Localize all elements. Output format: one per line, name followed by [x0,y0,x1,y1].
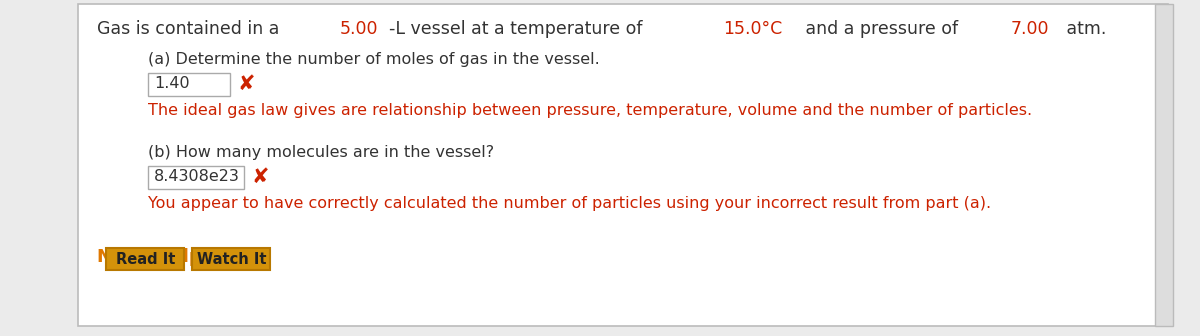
Text: Read It: Read It [115,252,175,266]
Text: and a pressure of: and a pressure of [799,20,964,38]
Text: 7.00: 7.00 [1010,20,1049,38]
FancyBboxPatch shape [1154,4,1174,326]
Text: -L vessel at a temperature of: -L vessel at a temperature of [389,20,648,38]
Text: ✘: ✘ [238,74,254,94]
FancyBboxPatch shape [107,248,185,270]
Text: You appear to have correctly calculated the number of particles using your incor: You appear to have correctly calculated … [148,196,991,211]
FancyBboxPatch shape [192,248,270,270]
Text: 1.40: 1.40 [154,76,190,91]
Text: ✘: ✘ [251,167,269,187]
Text: 8.4308e23: 8.4308e23 [154,169,240,184]
FancyBboxPatch shape [148,73,230,96]
FancyBboxPatch shape [78,4,1168,326]
FancyBboxPatch shape [148,166,244,189]
FancyBboxPatch shape [107,249,185,271]
Text: 15.0°C: 15.0°C [724,20,782,38]
Text: (b) How many molecules are in the vessel?: (b) How many molecules are in the vessel… [148,145,494,160]
Text: (a) Determine the number of moles of gas in the vessel.: (a) Determine the number of moles of gas… [148,52,600,67]
Text: Watch It: Watch It [197,252,266,266]
Text: The ideal gas law gives are relationship between pressure, temperature, volume a: The ideal gas law gives are relationship… [148,103,1032,118]
FancyBboxPatch shape [193,249,271,271]
Text: Need Help?: Need Help? [97,248,212,266]
Text: 5.00: 5.00 [340,20,378,38]
Text: Gas is contained in a: Gas is contained in a [97,20,284,38]
Text: atm.: atm. [1061,20,1106,38]
